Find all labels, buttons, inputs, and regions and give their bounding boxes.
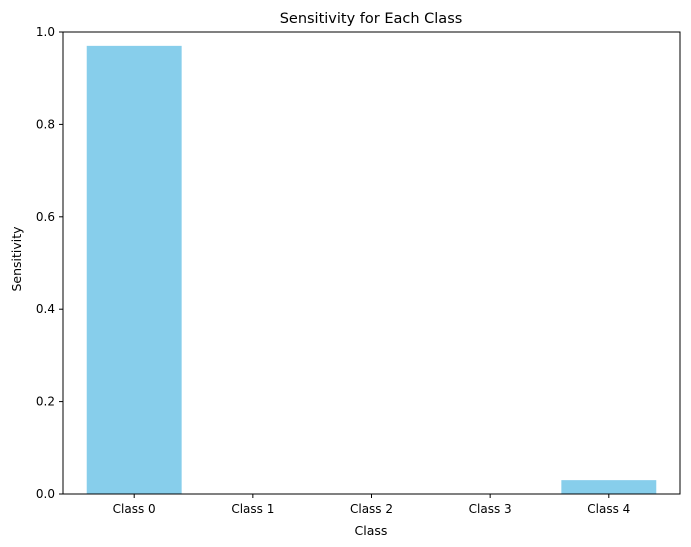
y-tick-label: 1.0 [36, 25, 55, 39]
y-axis-label: Sensitivity [9, 226, 24, 292]
bar-class-0 [86, 45, 182, 495]
x-axis-label: Class [355, 523, 388, 538]
y-tick-label: 0.4 [36, 302, 55, 316]
x-tick-label: Class 2 [350, 502, 393, 516]
x-tick-label: Class 4 [587, 502, 630, 516]
y-tick-label: 0.2 [36, 395, 55, 409]
x-tick-label: Class 1 [231, 502, 274, 516]
y-tick-label: 0.8 [36, 117, 55, 131]
y-tick-label: 0.0 [36, 487, 55, 501]
plot-area: 0.0 0.2 0.4 0.6 0.8 1.0 Class 0 Class 1 Class 2 C… [36, 25, 681, 516]
bar-class-4 [561, 480, 657, 494]
x-tick-label: Class 0 [113, 502, 156, 516]
chart-title: Sensitivity for Each Class [280, 11, 463, 27]
y-tick-label: 0.6 [36, 210, 55, 224]
x-tick-label: Class 3 [469, 502, 512, 516]
